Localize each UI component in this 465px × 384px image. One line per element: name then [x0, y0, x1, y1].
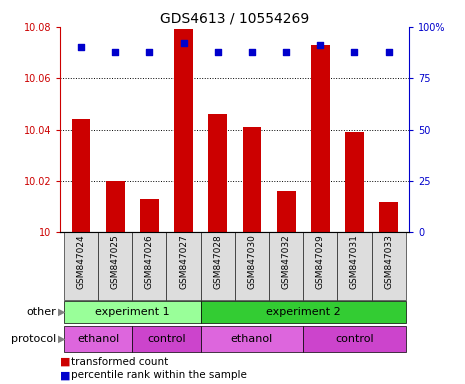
FancyBboxPatch shape: [235, 232, 269, 300]
Bar: [174, 30, 193, 232]
Text: GSM847024: GSM847024: [76, 234, 86, 289]
Text: experiment 1: experiment 1: [95, 307, 170, 317]
Text: ethanol: ethanol: [77, 334, 119, 344]
Text: GSM847028: GSM847028: [213, 234, 222, 289]
Text: control: control: [335, 334, 374, 344]
Point: [248, 48, 256, 55]
Point: [112, 48, 119, 55]
Point: [282, 48, 290, 55]
FancyBboxPatch shape: [64, 326, 132, 352]
Text: GSM847025: GSM847025: [111, 234, 120, 289]
Point: [385, 48, 392, 55]
Bar: [72, 119, 90, 232]
FancyBboxPatch shape: [200, 326, 303, 352]
Text: GSM847029: GSM847029: [316, 234, 325, 289]
Text: GSM847033: GSM847033: [384, 234, 393, 289]
Text: ethanol: ethanol: [231, 334, 273, 344]
Bar: [140, 199, 159, 232]
Text: protocol: protocol: [11, 334, 56, 344]
FancyBboxPatch shape: [166, 232, 200, 300]
Text: other: other: [26, 307, 56, 317]
FancyBboxPatch shape: [132, 232, 166, 300]
Text: GSM847030: GSM847030: [247, 234, 256, 289]
FancyBboxPatch shape: [303, 326, 406, 352]
Point: [317, 42, 324, 48]
Point: [180, 40, 187, 46]
Text: GSM847032: GSM847032: [282, 234, 291, 289]
FancyBboxPatch shape: [132, 326, 200, 352]
Bar: [208, 114, 227, 232]
Text: ■: ■: [60, 357, 71, 367]
Text: ▶: ▶: [58, 334, 66, 344]
Point: [214, 48, 221, 55]
Bar: [277, 191, 296, 232]
Text: GSM847026: GSM847026: [145, 234, 154, 289]
Bar: [345, 132, 364, 232]
Text: GSM847027: GSM847027: [179, 234, 188, 289]
FancyBboxPatch shape: [269, 232, 303, 300]
Title: GDS4613 / 10554269: GDS4613 / 10554269: [160, 12, 309, 26]
Bar: [243, 127, 261, 232]
FancyBboxPatch shape: [64, 232, 98, 300]
FancyBboxPatch shape: [372, 232, 406, 300]
FancyBboxPatch shape: [98, 232, 132, 300]
Text: experiment 2: experiment 2: [266, 307, 340, 317]
Text: ▶: ▶: [58, 307, 66, 317]
FancyBboxPatch shape: [303, 232, 338, 300]
Text: percentile rank within the sample: percentile rank within the sample: [71, 370, 246, 380]
Text: transformed count: transformed count: [71, 357, 168, 367]
Bar: [379, 202, 398, 232]
Bar: [311, 45, 330, 232]
FancyBboxPatch shape: [338, 232, 372, 300]
Text: control: control: [147, 334, 186, 344]
Point: [146, 48, 153, 55]
FancyBboxPatch shape: [200, 301, 406, 323]
FancyBboxPatch shape: [64, 301, 200, 323]
Text: GSM847031: GSM847031: [350, 234, 359, 289]
Bar: [106, 181, 125, 232]
Text: ■: ■: [60, 370, 71, 380]
Point: [77, 44, 85, 50]
FancyBboxPatch shape: [200, 232, 235, 300]
Point: [351, 48, 358, 55]
